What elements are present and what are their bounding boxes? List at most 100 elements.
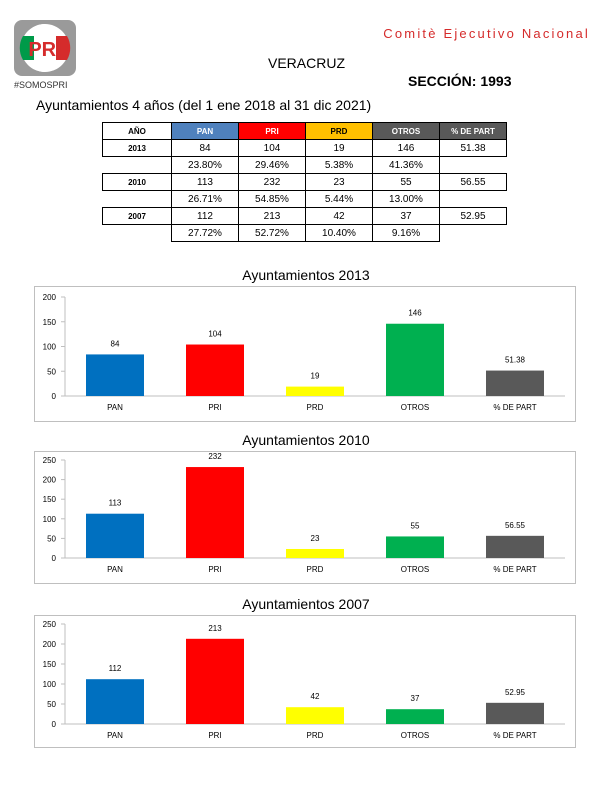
cell-pri: 232 [238,173,306,191]
category-label: % DE PART [493,403,536,412]
results-table: AÑO PAN PRI PRD OTROS % DE PART 2013 84 … [102,122,507,242]
bar-otros [386,536,444,558]
bar-pri [186,344,244,396]
cell-part: 52.95 [439,207,507,225]
category-label: PRD [307,731,324,740]
y-tick-label: 50 [47,367,56,376]
y-tick-label: 200 [43,293,57,302]
row-year: 2007 [102,207,172,225]
row-year: 2010 [102,173,172,191]
data-label: 42 [311,692,320,701]
y-tick-label: 0 [52,392,57,401]
empty-cell [103,191,172,208]
data-label: 84 [111,339,120,348]
category-label: OTROS [401,403,429,412]
header-pan: PAN [171,122,239,140]
bar-pan [86,513,144,558]
bar-pri [186,467,244,558]
chart-2010-svg: 0 50 100 150 200 250 113 PAN 232 PRI 23 PRD 55 OTROS 5… [43,452,565,574]
data-label: 23 [311,534,320,543]
pri-logo-icon: PRI [14,20,76,76]
category-label: PAN [107,403,123,412]
bar-prd [286,707,344,724]
y-tick-label: 250 [43,620,57,629]
chart-2007-svg: 0 50 100 150 200 250 112 PAN 213 PRI 42 PRD 37 OTROS 5… [43,620,565,740]
logo-tag: #SOMOSPRI [14,80,68,90]
pct-pri: 54.85% [238,190,306,208]
category-label: % DE PART [493,565,536,574]
empty-cell [440,157,507,174]
category-label: % DE PART [493,731,536,740]
category-label: PRD [307,565,324,574]
logo-text: PRI [28,39,61,61]
data-label: 112 [109,664,122,673]
bar-otros [386,709,444,724]
pct-prd: 5.44% [305,190,373,208]
table-row: 2013 84 104 19 146 51.38 [102,139,507,157]
data-label: 52.95 [505,688,526,697]
cell-otros: 37 [372,207,440,225]
category-label: OTROS [401,565,429,574]
cell-otros: 146 [372,139,440,157]
cell-part: 51.38 [439,139,507,157]
y-tick-label: 200 [43,476,57,485]
bar-part [486,702,544,724]
y-tick-label: 200 [43,640,57,649]
bar-part [486,370,544,396]
y-tick-label: 50 [47,700,56,709]
data-label: 55 [411,521,420,530]
chart-title-2013: Ayuntamientos 2013 [242,267,370,283]
report-subtitle: Ayuntamientos 4 años (del 1 ene 2018 al … [36,97,372,113]
pct-otros: 13.00% [372,190,440,208]
cell-prd: 19 [305,139,373,157]
chart-2010: 0 50 100 150 200 250 113 PAN 232 PRI 23 PRD 55 OTROS 5… [34,451,576,584]
category-label: PAN [107,565,123,574]
committee-name: Comitè Ejecutivo Nacional [383,26,590,41]
y-tick-label: 100 [43,343,57,352]
y-tick-label: 100 [43,680,57,689]
empty-cell [103,225,172,242]
pct-prd: 5.38% [305,156,373,174]
table-header-row: AÑO PAN PRI PRD OTROS % DE PART [102,122,507,140]
bar-pan [86,679,144,724]
cell-otros: 55 [372,173,440,191]
data-label: 19 [311,372,320,381]
pct-pri: 52.72% [238,224,306,242]
data-label: 213 [208,624,222,633]
y-tick-label: 0 [52,554,57,563]
pct-pri: 29.46% [238,156,306,174]
pct-pan: 27.72% [171,224,239,242]
cell-pri: 104 [238,139,306,157]
chart-2007: 0 50 100 150 200 250 112 PAN 213 PRI 42 PRD 37 OTROS 5… [34,615,576,748]
bar-prd [286,386,344,396]
pct-pan: 26.71% [171,190,239,208]
table-row: 2010 113 232 23 55 56.55 [102,173,507,191]
y-tick-label: 100 [43,515,57,524]
cell-pri: 213 [238,207,306,225]
row-year: 2013 [102,139,172,157]
pct-otros: 41.36% [372,156,440,174]
data-label: 104 [208,330,222,339]
category-label: PRI [208,565,221,574]
bar-otros [386,323,444,396]
data-label: 56.55 [505,521,526,530]
data-label: 37 [411,694,420,703]
bar-pan [86,354,144,396]
cell-prd: 23 [305,173,373,191]
table-row-pct: 27.72% 52.72% 10.40% 9.16% [103,224,507,242]
header-year: AÑO [102,122,172,140]
pri-logo: PRI [14,20,76,76]
header-pri: PRI [238,122,306,140]
cell-part: 56.55 [439,173,507,191]
data-label: 232 [208,452,222,461]
y-tick-label: 0 [52,720,57,729]
chart-title-2010: Ayuntamientos 2010 [242,432,370,448]
empty-cell [440,225,507,242]
chart-2013-svg: 0 50 100 150 200 84 PAN 104 PRI 19 PRD 146 OTROS 51.3… [43,293,565,412]
bar-pri [186,638,244,724]
cell-prd: 42 [305,207,373,225]
cell-pan: 112 [171,207,239,225]
y-tick-label: 250 [43,456,57,465]
category-label: OTROS [401,731,429,740]
y-tick-label: 150 [43,318,57,327]
